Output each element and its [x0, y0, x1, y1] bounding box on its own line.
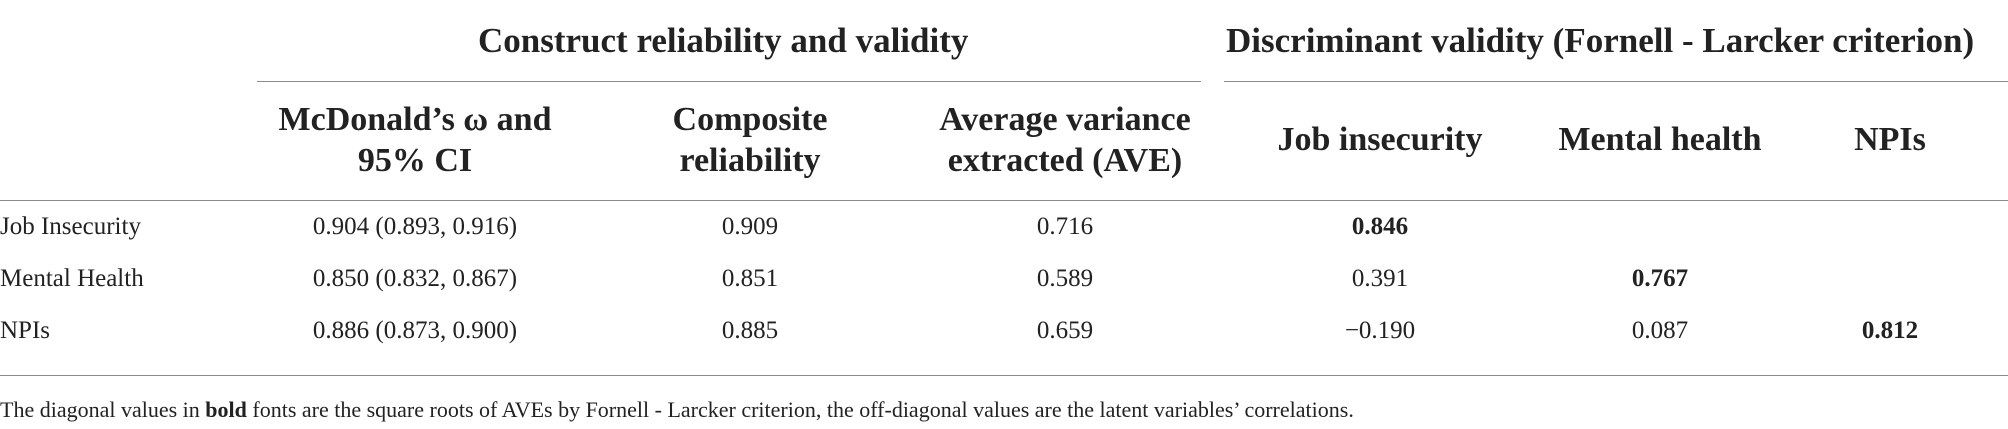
table-footnote: The diagonal values in bold fonts are th… [0, 396, 1354, 424]
footnote-bold-word: bold [205, 397, 247, 422]
cell-npis-composite: 0.885 [721, 317, 779, 344]
cell-mental-health-job: 0.391 [1351, 265, 1409, 292]
row-label-npis: NPIs [0, 317, 51, 344]
col-header-ave-line2: extracted (AVE) [947, 142, 1183, 179]
group-header-construct: Construct reliability and validity [478, 21, 969, 60]
col-header-composite-line1: Composite [672, 101, 828, 138]
row-label-mental-health: Mental Health [0, 265, 144, 292]
group-header-discriminant: Discriminant validity (Fornell - Larcker… [1226, 21, 1975, 60]
row-label-job-insecurity: Job Insecurity [0, 213, 141, 240]
col-header-ave: Average variance extracted (AVE) [920, 99, 1210, 181]
discriminant-group-rule [1224, 81, 2008, 82]
cell-job-insecurity-ave: 0.716 [1036, 213, 1094, 240]
col-header-ave-line1: Average variance [939, 101, 1191, 138]
cell-npis-ave: 0.659 [1036, 317, 1094, 344]
col-header-job-insecurity: Job insecurity [1277, 121, 1483, 158]
table-bottom-rule [0, 375, 2008, 376]
construct-group-rule [257, 81, 1201, 82]
col-header-composite-line2: reliability [679, 142, 821, 179]
col-header-mental-health: Mental health [1558, 121, 1762, 158]
col-header-omega-line1: McDonald’s ω and [278, 101, 552, 138]
col-header-omega-line2: 95% CI [357, 142, 473, 179]
footnote-text-after: fonts are the square roots of AVEs by Fo… [246, 397, 1354, 422]
cell-npis-omega: 0.886 (0.873, 0.900) [312, 317, 518, 344]
cell-job-insecurity-omega: 0.904 (0.893, 0.916) [312, 213, 518, 240]
cell-mental-health-mental: 0.767 [1631, 265, 1689, 292]
header-bottom-rule [0, 200, 2008, 201]
cell-job-insecurity-job: 0.846 [1351, 213, 1409, 240]
cell-job-insecurity-composite: 0.909 [721, 213, 779, 240]
cell-mental-health-composite: 0.851 [721, 265, 779, 292]
cell-npis-job: −0.190 [1344, 317, 1416, 344]
col-header-omega: McDonald’s ω and 95% CI [255, 99, 575, 181]
cell-mental-health-omega: 0.850 (0.832, 0.867) [312, 265, 518, 292]
col-header-npis: NPIs [1854, 121, 1926, 158]
cell-npis-npis: 0.812 [1861, 317, 1919, 344]
col-header-composite: Composite reliability [620, 99, 880, 181]
cell-npis-mental: 0.087 [1631, 317, 1689, 344]
footnote-text-before: The diagonal values in [0, 397, 206, 422]
cell-mental-health-ave: 0.589 [1036, 265, 1094, 292]
